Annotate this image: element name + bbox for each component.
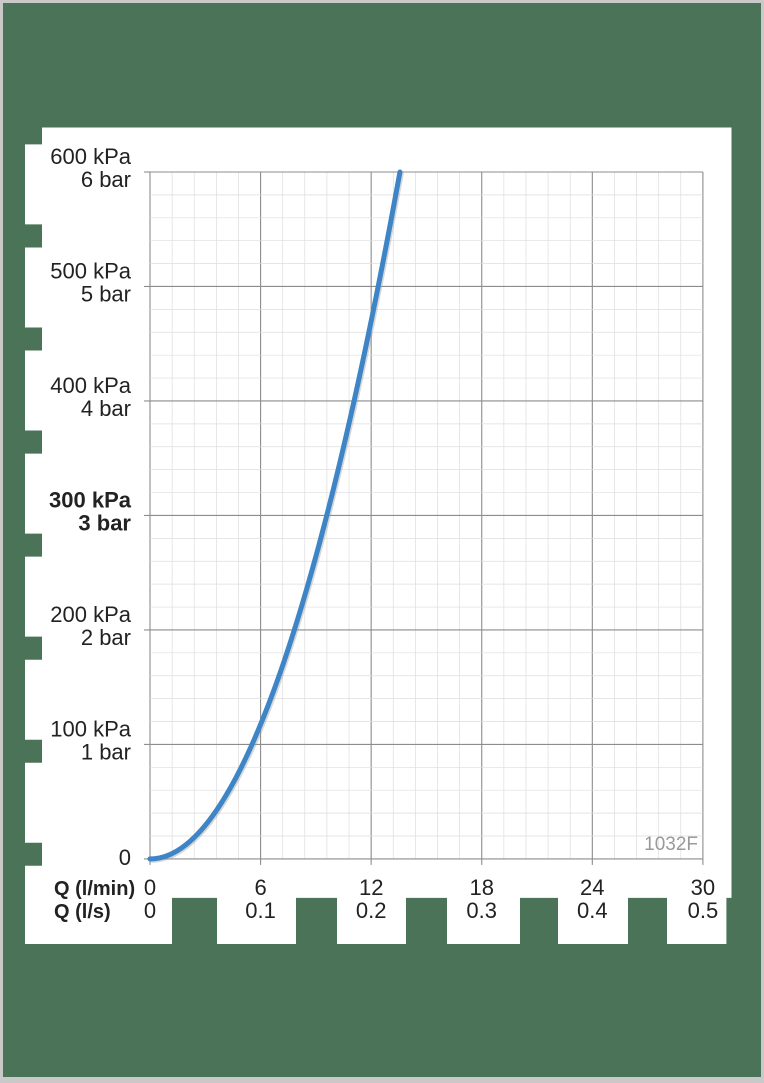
svg-text:0: 0	[144, 898, 156, 923]
svg-text:30: 30	[691, 875, 715, 900]
svg-text:4 bar: 4 bar	[81, 396, 131, 421]
svg-text:3 bar: 3 bar	[78, 511, 131, 536]
svg-text:0.3: 0.3	[466, 898, 497, 923]
svg-text:300 kPa: 300 kPa	[49, 488, 132, 513]
svg-text:200 kPa: 200 kPa	[50, 602, 131, 627]
svg-text:18: 18	[469, 875, 493, 900]
svg-text:500 kPa: 500 kPa	[50, 259, 131, 284]
svg-text:0.4: 0.4	[577, 898, 608, 923]
svg-text:Q (l/s): Q (l/s)	[54, 901, 111, 923]
svg-text:0: 0	[119, 845, 131, 870]
svg-text:6 bar: 6 bar	[81, 167, 131, 192]
svg-text:0.1: 0.1	[245, 898, 276, 923]
svg-text:5 bar: 5 bar	[81, 282, 131, 307]
svg-text:Q (l/min): Q (l/min)	[54, 878, 135, 900]
svg-text:600 kPa: 600 kPa	[50, 144, 131, 169]
svg-text:0: 0	[144, 875, 156, 900]
svg-text:1032F: 1032F	[644, 834, 698, 855]
svg-text:0.5: 0.5	[688, 898, 719, 923]
svg-text:12: 12	[359, 875, 383, 900]
svg-text:1 bar: 1 bar	[81, 739, 131, 764]
svg-text:0.2: 0.2	[356, 898, 387, 923]
svg-text:6: 6	[254, 875, 266, 900]
svg-text:400 kPa: 400 kPa	[50, 373, 131, 398]
svg-text:2 bar: 2 bar	[81, 625, 131, 650]
svg-text:24: 24	[580, 875, 604, 900]
svg-text:100 kPa: 100 kPa	[50, 716, 131, 741]
